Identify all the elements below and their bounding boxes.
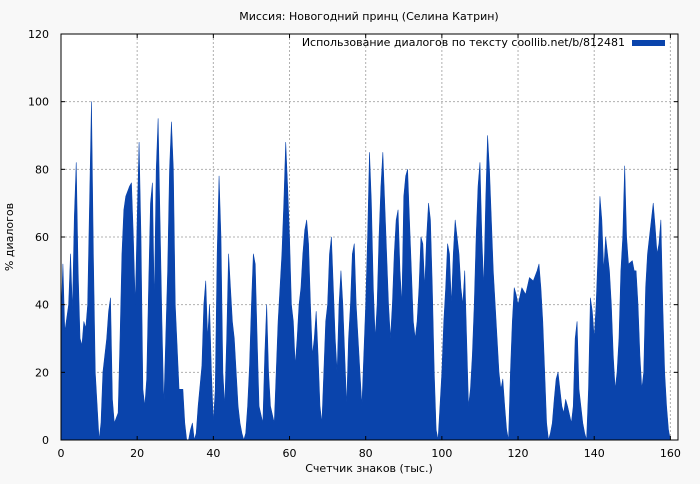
legend: Использование диалогов по тексту coollib… [302, 36, 665, 49]
x-tick-label: 160 [660, 447, 681, 460]
y-tick-label: 0 [42, 434, 49, 447]
chart-title: Миссия: Новогодний принц (Селина Катрин) [239, 10, 498, 23]
y-tick-label: 120 [28, 28, 49, 41]
x-tick-label: 60 [283, 447, 297, 460]
y-tick-label: 20 [35, 366, 49, 379]
y-axis-label: % диалогов [3, 203, 16, 271]
x-tick-label: 140 [584, 447, 605, 460]
x-tick-label: 0 [58, 447, 65, 460]
series-area [60, 101, 671, 441]
legend-swatch [632, 40, 665, 46]
x-tick-label: 20 [130, 447, 144, 460]
x-axis-label: Счетчик знаков (тыс.) [305, 462, 433, 475]
y-tick-label: 60 [35, 231, 49, 244]
x-tick-label: 100 [431, 447, 452, 460]
x-tick-label: 40 [206, 447, 220, 460]
y-tick-label: 40 [35, 299, 49, 312]
ticks: 0 20 40 60 80 100 120 0 20 40 60 80 100 120 140 160 [28, 28, 681, 460]
y-tick-label: 80 [35, 163, 49, 176]
x-tick-label: 120 [508, 447, 529, 460]
series-layer [60, 101, 671, 441]
legend-label: Использование диалогов по тексту coollib… [302, 36, 625, 49]
x-tick-label: 80 [359, 447, 373, 460]
y-tick-label: 100 [28, 96, 49, 109]
